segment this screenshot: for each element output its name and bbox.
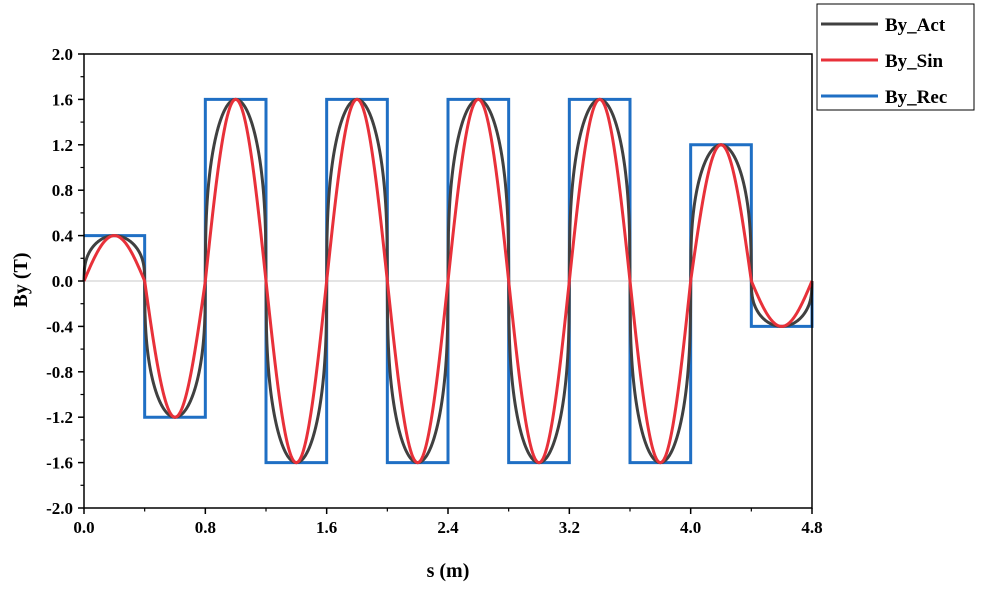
axes: 0.0 0.8 1.6 2.4 3.2 4.0 4.82.01.61.20.80.40.0-…: [46, 45, 823, 537]
series-by-sin: [82, 97, 814, 465]
y-tick-label: -1.6: [46, 454, 73, 473]
legend-label-by-act: By_Act: [885, 15, 946, 36]
x-tick-label: 0.8: [195, 518, 216, 537]
x-tick-label: 0.0: [73, 518, 94, 537]
y-tick-label: 0.0: [52, 272, 73, 291]
x-tick-label: 1.6: [316, 518, 337, 537]
y-tick-label: 2.0: [52, 45, 73, 64]
x-tick-label: 4.0: [680, 518, 701, 537]
x-tick-label: 3.2: [559, 518, 580, 537]
y-tick-label: -2.0: [46, 499, 73, 518]
x-axis-title: s (m): [427, 560, 470, 582]
y-tick-label: -0.8: [46, 363, 73, 382]
y-tick-label: 1.2: [52, 136, 73, 155]
y-axis-title: By (T): [10, 253, 32, 308]
y-tick-label: 1.6: [52, 90, 73, 109]
legend: By_Act By_Sin By_Rec: [816, 3, 975, 111]
y-tick-label: 0.8: [52, 181, 73, 200]
x-tick-label: 4.8: [801, 518, 822, 537]
plot-area: [82, 97, 814, 465]
series-by-rec: [84, 97, 814, 465]
x-tick-label: 2.4: [437, 518, 459, 537]
y-tick-label: -0.4: [46, 317, 73, 336]
y-tick-label: -1.2: [46, 408, 73, 427]
legend-box: [816, 3, 975, 111]
legend-label-by-rec: By_Rec: [885, 87, 947, 108]
y-tick-label: 0.4: [52, 227, 74, 246]
legend-label-by-sin: By_Sin: [885, 51, 944, 72]
